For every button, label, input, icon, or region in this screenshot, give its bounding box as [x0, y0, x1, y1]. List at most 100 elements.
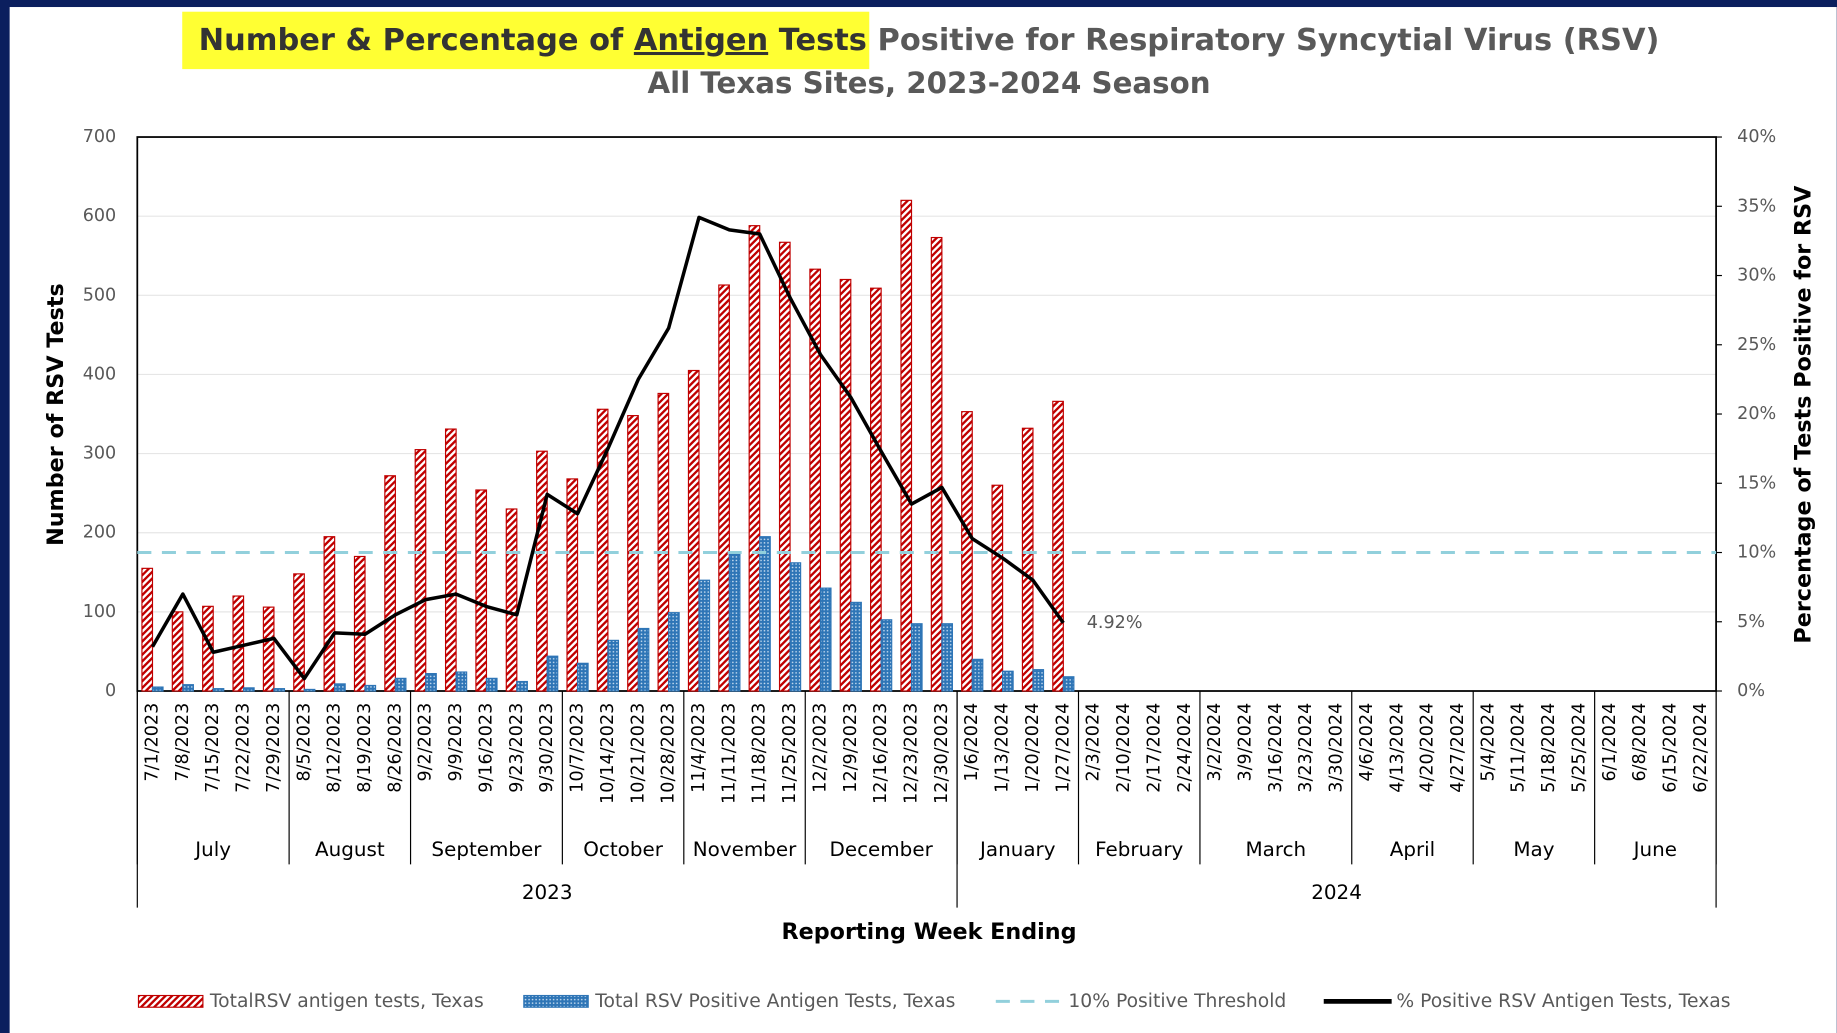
x-tick-label: 5/18/2024 — [1539, 703, 1559, 793]
bar — [232, 595, 245, 692]
x-tick-label: 7/8/2023 — [173, 703, 193, 782]
bar — [425, 673, 437, 692]
x-tick-label: 5/25/2024 — [1569, 703, 1589, 793]
bar — [242, 687, 255, 692]
legend-label: 10% Positive Threshold — [1068, 991, 1286, 1012]
bar — [485, 677, 498, 692]
bar — [668, 612, 680, 692]
month-label: July — [193, 838, 231, 861]
month-label: August — [315, 838, 385, 861]
bar — [182, 684, 194, 692]
x-tick-label: 7/29/2023 — [264, 703, 284, 793]
bar — [698, 579, 711, 692]
y2-tick-label: 20% — [1737, 404, 1776, 424]
x-tick-label: 7/15/2023 — [203, 703, 223, 793]
bar — [910, 623, 923, 692]
x-tick-label: 10/14/2023 — [598, 703, 618, 804]
bar — [778, 241, 791, 692]
x-tick-label: 2/17/2024 — [1144, 703, 1164, 793]
month-label: November — [693, 838, 797, 861]
x-tick-label: 7/1/2023 — [142, 703, 162, 782]
bar — [728, 553, 741, 692]
x-tick-label: 2/10/2024 — [1114, 703, 1134, 793]
x-tick-label: 11/18/2023 — [750, 703, 770, 804]
x-tick-label: 4/6/2024 — [1357, 703, 1377, 782]
year-label: 2024 — [1311, 881, 1362, 904]
bar — [505, 508, 518, 692]
x-tick-label: 6/1/2024 — [1600, 703, 1620, 782]
x-tick-label: 1/20/2024 — [1023, 703, 1043, 793]
y2-tick-label: 40% — [1737, 127, 1776, 147]
bar — [293, 573, 305, 692]
legend-label: TotalRSV antigen tests, Texas — [209, 991, 484, 1012]
bar — [1062, 676, 1075, 692]
bar — [262, 606, 275, 692]
x-tick-label: 12/30/2023 — [932, 703, 952, 804]
bar — [546, 655, 559, 692]
bar — [850, 601, 862, 692]
bar — [1021, 427, 1034, 692]
x-tick-label: 10/28/2023 — [659, 703, 679, 804]
bar — [900, 199, 913, 692]
y2-tick-label: 35% — [1737, 196, 1776, 216]
bar — [596, 408, 609, 692]
y-tick-label: 0 — [105, 681, 116, 701]
y2-tick-label: 30% — [1737, 266, 1776, 286]
title-segment: Number & Percentage of — [199, 22, 634, 57]
legend-label: Total RSV Positive Antigen Tests, Texas — [594, 991, 955, 1012]
month-label: December — [830, 838, 934, 861]
bar — [455, 671, 468, 692]
bar — [475, 489, 488, 692]
y-tick-label: 700 — [83, 127, 117, 147]
x-tick-label: 4/13/2024 — [1387, 703, 1407, 793]
bar — [1032, 669, 1045, 692]
x-tick-label: 5/11/2024 — [1509, 703, 1529, 793]
month-label: September — [431, 838, 542, 861]
bar — [718, 284, 730, 692]
bar — [576, 662, 589, 692]
month-label: March — [1246, 838, 1307, 861]
bar — [637, 627, 650, 692]
bar — [303, 688, 316, 692]
bar — [384, 475, 396, 692]
bar — [394, 677, 407, 692]
x-tick-label: 9/23/2023 — [507, 703, 527, 793]
bar — [870, 287, 882, 692]
x-tick-label: 9/2/2023 — [416, 703, 436, 782]
x-tick-label: 6/22/2024 — [1691, 703, 1711, 793]
x-tick-label: 8/12/2023 — [325, 703, 345, 793]
plot-frame — [136, 136, 1717, 692]
x-tick-label: 3/2/2024 — [1205, 703, 1225, 782]
x-tick-label: 4/20/2024 — [1418, 703, 1438, 793]
bar — [930, 236, 943, 692]
chart-subtitle: All Texas Sites, 2023-2024 Season — [648, 66, 1211, 100]
x-tick-label: 3/30/2024 — [1327, 703, 1347, 793]
x-tick-label: 11/4/2023 — [689, 703, 709, 793]
x-tick-label: 1/6/2024 — [962, 703, 982, 782]
x-tick-label: 12/2/2023 — [810, 703, 830, 793]
bar — [880, 619, 893, 692]
x-axis-title: Reporting Week Ending — [782, 919, 1077, 945]
bar — [323, 536, 336, 692]
chart-title: Number & Percentage of Antigen Tests Pos… — [199, 22, 1660, 57]
bar — [353, 555, 366, 692]
bar — [212, 688, 225, 692]
background — [9, 7, 1837, 1033]
bar — [961, 411, 973, 692]
x-tick-label: 8/26/2023 — [385, 703, 405, 793]
bar — [151, 686, 164, 692]
x-tick-label: 6/8/2024 — [1630, 703, 1650, 782]
x-tick-label: 8/5/2023 — [294, 703, 314, 782]
bar — [687, 369, 700, 692]
bar — [607, 639, 620, 692]
x-tick-label: 4/27/2024 — [1448, 703, 1468, 793]
y2-axis-title: Percentage of Tests Positive for RSV — [1790, 185, 1816, 644]
title-highlight — [182, 11, 870, 70]
title-segment: Tests — [768, 22, 867, 57]
x-tick-label: 3/16/2024 — [1266, 703, 1286, 793]
month-label: May — [1513, 838, 1554, 861]
x-tick-label: 3/9/2024 — [1235, 703, 1255, 782]
bar — [991, 484, 1004, 692]
y-tick-label: 100 — [83, 602, 117, 622]
